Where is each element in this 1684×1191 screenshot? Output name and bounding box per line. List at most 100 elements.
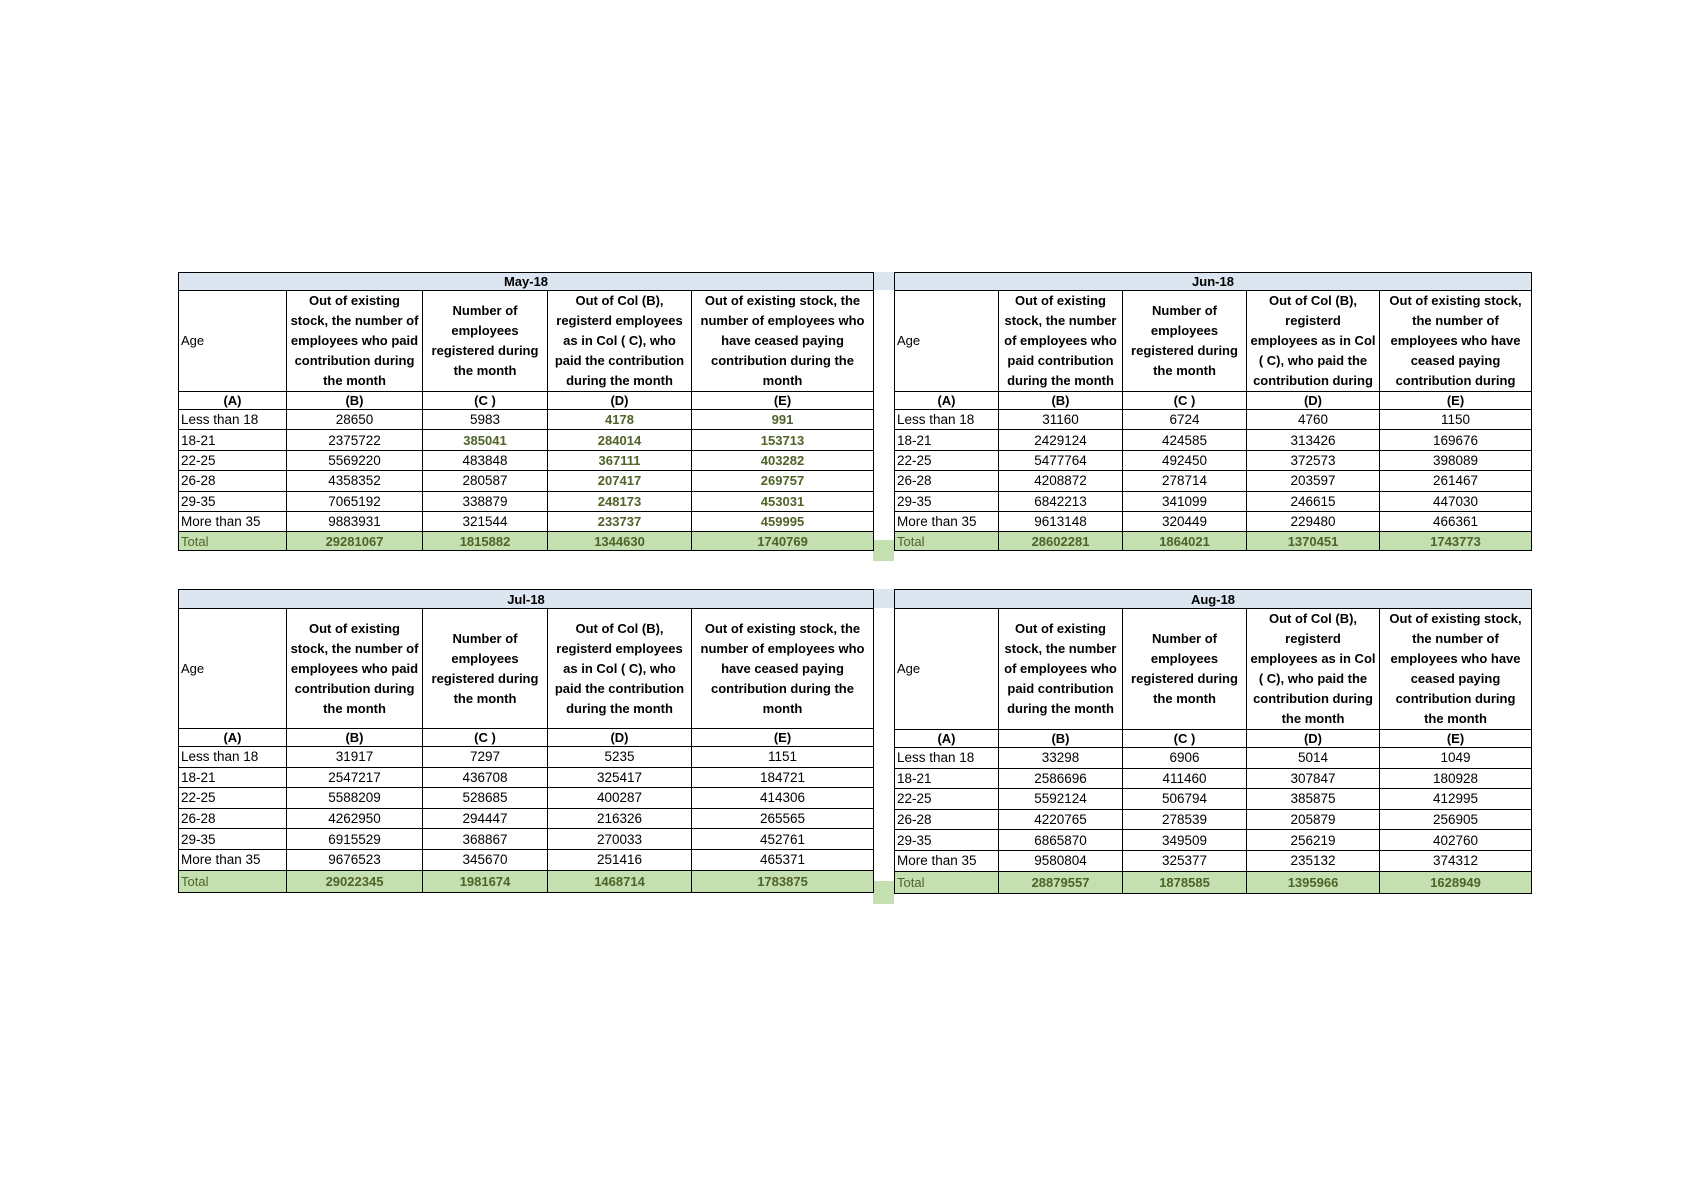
table-row: 22-25 5592124 506794 385875 412995 — [894, 788, 1532, 810]
value-cell: 411460 — [1122, 767, 1247, 790]
column-header: Age — [894, 608, 999, 730]
value-cell: 4208872 — [998, 470, 1123, 492]
total-value-cell: 1468714 — [547, 869, 692, 893]
value-cell: 385041 — [422, 429, 548, 451]
table-row: 26-28 4220765 278539 205879 256905 — [894, 808, 1532, 831]
column-letter-row: (A) (B) (C ) (D) (E) — [894, 391, 1532, 410]
header-row: Age Out of existing stock, the number of … — [894, 290, 1532, 392]
value-cell: 2586696 — [998, 767, 1123, 790]
value-cell: 216326 — [547, 807, 692, 830]
table-row: More than 35 9580804 325377 235132 374312 — [894, 849, 1532, 872]
total-value-cell: 28602281 — [998, 531, 1123, 552]
value-cell: 5588209 — [286, 787, 423, 809]
total-value-cell: 1370451 — [1246, 531, 1380, 552]
value-cell: 5569220 — [286, 449, 423, 472]
value-cell: 6842213 — [998, 490, 1123, 512]
table-row: More than 35 9613148 320449 229480 466361 — [894, 510, 1532, 533]
table-jul-18: Jul-18 Age Out of existing stock, the numb… — [178, 589, 874, 893]
value-cell: 506794 — [1122, 788, 1247, 810]
column-letter-row: (A) (B) (C ) (D) (E) — [894, 729, 1532, 748]
value-cell: 320449 — [1122, 510, 1247, 533]
column-header: Number of employees registered during th… — [422, 608, 548, 729]
value-cell: 1150 — [1379, 408, 1532, 431]
value-cell: 313426 — [1246, 429, 1380, 451]
table-row: 22-25 5569220 483848 367111 403282 — [178, 449, 874, 472]
value-cell: 4220765 — [998, 808, 1123, 831]
value-cell: 492450 — [1122, 449, 1247, 472]
age-group-cell: More than 35 — [894, 849, 999, 872]
column-letter: (C ) — [1122, 729, 1247, 748]
total-label: Total — [894, 531, 999, 552]
value-cell: 5983 — [422, 408, 548, 431]
value-cell: 368867 — [422, 828, 548, 850]
value-cell: 169676 — [1379, 429, 1532, 451]
column-header: Out of existing stock, the number of emp… — [286, 608, 423, 729]
value-cell: 294447 — [422, 807, 548, 830]
column-header: Out of Col (B), registerd employees as i… — [1246, 608, 1380, 730]
value-cell: 459995 — [691, 510, 874, 533]
value-cell: 203597 — [1246, 470, 1380, 492]
table-title: Aug-18 — [894, 589, 1532, 609]
value-cell: 412995 — [1379, 788, 1532, 810]
column-letter: (B) — [286, 728, 423, 747]
value-cell: 248173 — [547, 490, 692, 512]
column-header: Number of employees registered during th… — [422, 290, 548, 392]
column-header: Out of Col (B), registerd employees as i… — [547, 608, 692, 729]
table-title-row: Jul-18 — [178, 589, 874, 609]
value-cell: 9676523 — [286, 848, 423, 871]
table-row: 18-21 2375722 385041 284014 153713 — [178, 429, 874, 451]
column-letter: (A) — [178, 391, 287, 410]
age-group-cell: 22-25 — [894, 788, 999, 810]
table-aug-18: Aug-18 Age Out of existing stock, the numb… — [894, 589, 1532, 894]
age-group-cell: 22-25 — [178, 787, 287, 809]
column-header: Out of existing stock, the number of emp… — [998, 608, 1123, 730]
value-cell: 345670 — [422, 848, 548, 871]
table-row: 26-28 4358352 280587 207417 269757 — [178, 470, 874, 492]
value-cell: 235132 — [1246, 849, 1380, 872]
table-row: 29-35 6865870 349509 256219 402760 — [894, 829, 1532, 851]
table-row: 26-28 4262950 294447 216326 265565 — [178, 807, 874, 830]
total-gap-fill — [873, 881, 894, 904]
column-letter: (D) — [1246, 729, 1380, 748]
value-cell: 4358352 — [286, 470, 423, 492]
total-value-cell: 1783875 — [691, 869, 874, 893]
table-title-row: Jun-18 — [894, 272, 1532, 291]
column-letter: (E) — [1379, 391, 1532, 410]
total-row: Total 28602281 1864021 1370451 1743773 — [894, 531, 1532, 552]
total-label: Total — [894, 870, 999, 894]
value-cell: 398089 — [1379, 449, 1532, 472]
age-group-cell: 18-21 — [894, 429, 999, 451]
value-cell: 402760 — [1379, 829, 1532, 851]
column-letter: (A) — [178, 728, 287, 747]
value-cell: 528685 — [422, 787, 548, 809]
value-cell: 6906 — [1122, 747, 1247, 769]
value-cell: 256219 — [1246, 829, 1380, 851]
value-cell: 207417 — [547, 470, 692, 492]
value-cell: 229480 — [1246, 510, 1380, 533]
total-value-cell: 1981674 — [422, 869, 548, 893]
age-group-cell: Less than 18 — [178, 746, 287, 768]
value-cell: 372573 — [1246, 449, 1380, 472]
value-cell: 453031 — [691, 490, 874, 512]
column-header: Number of employees registered during th… — [1122, 608, 1247, 730]
value-cell: 5235 — [547, 746, 692, 768]
total-value-cell: 1628949 — [1379, 870, 1532, 894]
value-cell: 1151 — [691, 746, 874, 768]
value-cell: 400287 — [547, 787, 692, 809]
total-value-cell: 1878585 — [1122, 870, 1247, 894]
value-cell: 5592124 — [998, 788, 1123, 810]
table-title: Jun-18 — [894, 272, 1532, 291]
table-row: 22-25 5477764 492450 372573 398089 — [894, 449, 1532, 472]
value-cell: 261467 — [1379, 470, 1532, 492]
table-row: Less than 18 33298 6906 5014 1049 — [894, 747, 1532, 769]
total-value-cell: 28879557 — [998, 870, 1123, 894]
value-cell: 31917 — [286, 746, 423, 768]
header-row: Age Out of existing stock, the number of … — [178, 290, 874, 392]
value-cell: 991 — [691, 408, 874, 431]
value-cell: 385875 — [1246, 788, 1380, 810]
value-cell: 9580804 — [998, 849, 1123, 872]
column-letter: (E) — [691, 728, 874, 747]
value-cell: 180928 — [1379, 767, 1532, 790]
age-group-cell: 29-35 — [178, 828, 287, 850]
total-gap-fill — [873, 540, 894, 561]
